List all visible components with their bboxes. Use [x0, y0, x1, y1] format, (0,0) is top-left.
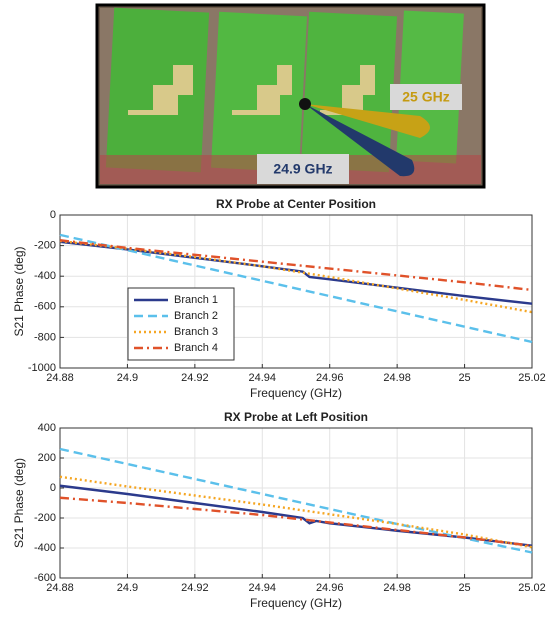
x-axis-label: Frequency (GHz)	[250, 596, 342, 610]
y-tick-label: -600	[34, 301, 56, 313]
series-line	[59, 496, 533, 547]
x-tick-label: 24.98	[383, 372, 411, 384]
y-tick-label: 0	[50, 482, 56, 494]
axes-box	[59, 427, 533, 579]
label-box	[257, 154, 349, 184]
y-tick-label: -200	[34, 240, 56, 252]
x-tick-label: 25.02	[518, 372, 546, 384]
legend-label: Branch 4	[174, 342, 218, 354]
x-tick-label: 24.88	[46, 372, 74, 384]
y-tick-label: -400	[34, 270, 56, 282]
x-tick-label: 25.02	[518, 582, 546, 594]
beam-24-9ghz	[305, 104, 415, 177]
series-line	[59, 447, 533, 554]
y-axis-label: S21 Phase (deg)	[12, 458, 26, 548]
x-tick-label: 25	[458, 372, 470, 384]
x-tick-label: 24.94	[249, 372, 277, 384]
axes-box	[59, 214, 533, 369]
photo: 25 GHz 24.9 GHz	[95, 3, 486, 189]
trace	[128, 65, 193, 115]
x-tick-label: 24.96	[316, 372, 344, 384]
series-line	[59, 233, 533, 344]
y-tick-label: -200	[34, 512, 56, 524]
series-line	[59, 239, 533, 292]
y-tick-label: -600	[34, 572, 56, 584]
y-tick-label: 0	[50, 209, 56, 221]
x-tick-label: 24.9	[117, 582, 138, 594]
x-axis-label: Frequency (GHz)	[250, 386, 342, 400]
y-tick-label: 200	[38, 452, 56, 464]
beam-25ghz	[305, 104, 430, 138]
y-axis-label: S21 Phase (deg)	[12, 246, 26, 336]
x-tick-label: 24.92	[181, 582, 209, 594]
legend-label: Branch 1	[174, 294, 218, 306]
label-box	[390, 84, 462, 110]
chart-title: RX Probe at Left Position	[224, 410, 368, 424]
probe	[299, 98, 311, 110]
x-tick-label: 24.9	[117, 372, 138, 384]
y-tick-label: -400	[34, 542, 56, 554]
x-tick-label: 24.88	[46, 582, 74, 594]
y-tick-label: -800	[34, 331, 56, 343]
trace	[320, 65, 375, 115]
y-tick-label: -1000	[28, 362, 56, 374]
annotation: 25 GHz	[402, 89, 449, 105]
legend-label: Branch 3	[174, 326, 218, 338]
trace	[232, 65, 292, 115]
legend-label: Branch 2	[174, 310, 218, 322]
x-tick-label: 24.92	[181, 372, 209, 384]
x-tick-label: 24.98	[383, 582, 411, 594]
annotation: 24.9 GHz	[273, 161, 332, 177]
x-tick-label: 25	[458, 582, 470, 594]
x-tick-label: 24.94	[249, 582, 277, 594]
y-tick-label: 400	[38, 422, 56, 434]
x-tick-label: 24.96	[316, 582, 344, 594]
chart-title: RX Probe at Center Position	[216, 197, 376, 211]
